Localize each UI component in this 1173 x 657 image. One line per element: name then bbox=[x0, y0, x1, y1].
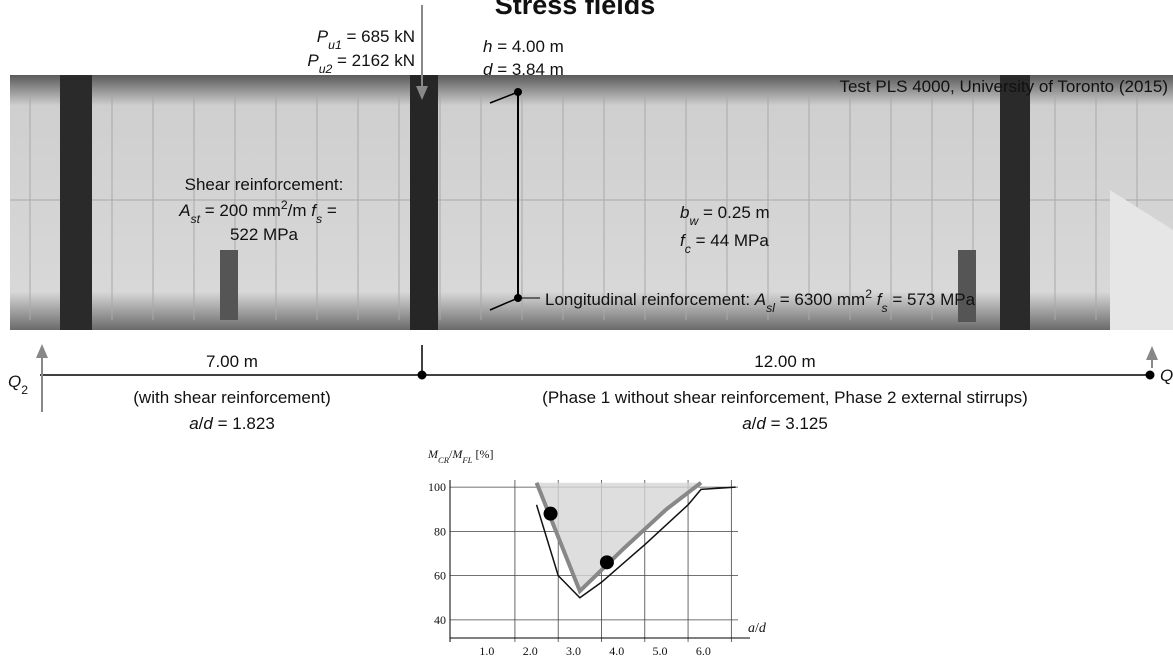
label-load2-run: u2 bbox=[319, 62, 333, 76]
label-load1-run: P bbox=[317, 27, 329, 46]
label-longitudinal-run: = 573 MPa bbox=[888, 290, 976, 309]
label-ratioRight-run: = 3.125 bbox=[766, 414, 828, 433]
y-axis-label-run: FL bbox=[461, 455, 472, 465]
label-q2-run: Q bbox=[8, 372, 21, 391]
label-shear2-run: /m bbox=[288, 201, 312, 220]
label-q1-run: Q bbox=[1160, 366, 1173, 385]
x-tick-label: 2.0 bbox=[523, 644, 538, 657]
x-tick-label: 1.0 bbox=[479, 644, 494, 657]
label-test: Test PLS 4000, University of Toronto (20… bbox=[839, 77, 1168, 96]
label-ratioRight-run: a bbox=[742, 414, 751, 433]
inset-chart: 40 60 80 100 1.0 2.0 3.0 4.0 5.0 6.0 MCR/MFL [%] a/… bbox=[427, 447, 767, 657]
x-axis-label: a/d bbox=[748, 621, 767, 636]
label-load2-run: = 2162 kN bbox=[332, 51, 415, 70]
x-tick-label: 6.0 bbox=[696, 644, 711, 657]
y-axis-label-run: CR bbox=[438, 455, 450, 465]
label-noteLeft: (with shear reinforcement) bbox=[133, 388, 330, 407]
label-width-run: b bbox=[680, 203, 689, 222]
label-spanLeft: 7.00 m bbox=[206, 352, 258, 371]
x-tick-label: 3.0 bbox=[566, 644, 581, 657]
label-noteRight-run: (Phase 1 without shear reinforcement, Ph… bbox=[542, 388, 1028, 407]
y-axis-label-run: [%] bbox=[472, 447, 493, 461]
area bbox=[537, 483, 701, 591]
label-shear1-run: Shear reinforcement: bbox=[185, 175, 344, 194]
x-tick-label: 4.0 bbox=[609, 644, 624, 657]
y-tick-label: 100 bbox=[428, 480, 446, 494]
label-height: h = 4.00 m bbox=[483, 37, 564, 56]
label-spanRight: 12.00 m bbox=[754, 352, 815, 371]
label-ratioLeft-run: = 1.823 bbox=[213, 414, 275, 433]
test-point bbox=[600, 555, 614, 569]
title: Stress fields bbox=[495, 0, 656, 20]
label-q2-run: 2 bbox=[21, 383, 28, 397]
label-ratioRight: a/d = 3.125 bbox=[742, 414, 828, 433]
label-longitudinal-run: = 6300 mm bbox=[775, 290, 865, 309]
label-shear3: 522 MPa bbox=[230, 225, 299, 244]
label-shear2-run: = 200 mm bbox=[200, 201, 281, 220]
label-q1: Q1 bbox=[1160, 366, 1173, 391]
label-shear2-run: A bbox=[178, 201, 190, 220]
y-tick-label: 40 bbox=[434, 613, 446, 627]
y-tick-label: 60 bbox=[434, 569, 446, 583]
label-concrete-run: = 44 MPa bbox=[691, 231, 770, 250]
test-point bbox=[544, 507, 558, 521]
x-tick-label: 5.0 bbox=[653, 644, 668, 657]
label-ratioLeft: a/d = 1.823 bbox=[189, 414, 275, 433]
label-height-run: = 4.00 m bbox=[492, 37, 563, 56]
label-spanLeft-run: 7.00 m bbox=[206, 352, 258, 371]
diagram: Stress fields 40 60 80 100 1.0 2.0 3.0 4.0 5.0 6.… bbox=[0, 0, 1173, 657]
label-load2-run: P bbox=[307, 51, 319, 70]
label-spanRight-run: 12.00 m bbox=[754, 352, 815, 371]
label-longitudinal-run: A bbox=[754, 290, 766, 309]
x-axis-label-run: a bbox=[748, 621, 755, 636]
label-noteLeft-run: (with shear reinforcement) bbox=[133, 388, 330, 407]
label-depth: d = 3.84 m bbox=[483, 60, 564, 79]
label-load1-run: = 685 kN bbox=[342, 27, 415, 46]
x-axis-label-run: d bbox=[759, 621, 767, 636]
y-axis-label: MCR/MFL [%] bbox=[427, 447, 493, 465]
label-height-run: h bbox=[483, 37, 492, 56]
label-noteRight: (Phase 1 without shear reinforcement, Ph… bbox=[542, 388, 1028, 407]
y-tick-label: 80 bbox=[434, 524, 446, 538]
label-longitudinal-run: Longitudinal reinforcement: bbox=[545, 290, 755, 309]
label-width-run: = 0.25 m bbox=[698, 203, 769, 222]
label-shear1: Shear reinforcement: bbox=[185, 175, 344, 194]
label-load1-run: u1 bbox=[328, 38, 342, 52]
label-load1: Pu1 = 685 kN bbox=[317, 27, 415, 52]
label-longitudinal-run: sl bbox=[766, 301, 775, 315]
label-load2: Pu2 = 2162 kN bbox=[307, 51, 415, 76]
label-shear3-run: 522 MPa bbox=[230, 225, 299, 244]
label-depth-run: = 3.84 m bbox=[492, 60, 563, 79]
label-q2: Q2 bbox=[8, 372, 28, 397]
label-test-run: Test PLS 4000, University of Toronto (20… bbox=[839, 77, 1168, 96]
label-shear2-run: = bbox=[322, 201, 337, 220]
label-ratioLeft-run: a bbox=[189, 414, 198, 433]
